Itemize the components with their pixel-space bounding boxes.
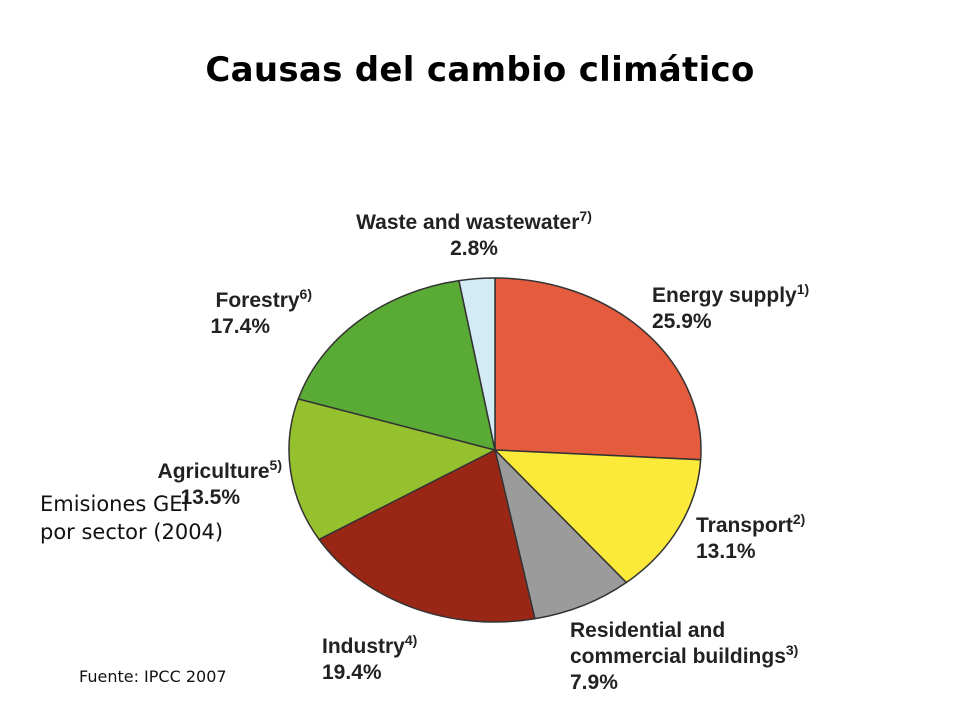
pie-slice-industry — [318, 449, 536, 623]
slice-value: 13.1% — [696, 540, 756, 563]
slice-label-energy: Energy supply1) 25.9% — [652, 281, 809, 333]
slice-name-line: Agriculture — [158, 460, 270, 483]
slice-name-line: Energy supply — [652, 284, 797, 307]
slice-label-industry: Industry4) 19.4% — [322, 632, 417, 684]
slice-value: 25.9% — [652, 310, 712, 333]
slice-value: 2.8% — [450, 237, 498, 260]
slice-label-waste: Waste and wastewater7) 2.8% — [356, 208, 592, 260]
slice-name-line: Transport — [696, 514, 793, 537]
slice-label-agriculture: Agriculture5) 13.5% — [158, 457, 282, 509]
slice-name-line: Residential and — [570, 619, 725, 642]
slice-footnote-mark: 2) — [793, 511, 805, 527]
slice-label-residential: Residential and commercial buildings3) 7.9… — [570, 619, 798, 694]
slice-footnote-mark: 3) — [786, 642, 798, 658]
pie-slice-transport — [494, 449, 702, 584]
slice-label-transport: Transport2) 13.1% — [696, 511, 805, 563]
pie-slice-residential — [494, 449, 628, 620]
chart-caption: Emisiones GEI por sector (2004) — [40, 492, 224, 544]
slice-name-line: commercial buildings — [570, 645, 786, 668]
slice-name-line: Forestry — [216, 289, 300, 312]
source-note: Fuente: IPCC 2007 — [79, 667, 227, 686]
pie-labels: Energy supply1) 25.9% Transport2) 13.1% Resi… — [158, 208, 810, 694]
pie-slice-energy — [494, 277, 702, 461]
chart-title: Causas del cambio climático — [205, 50, 755, 90]
pie-slice-forestry — [297, 279, 496, 451]
slice-value: 13.5% — [180, 486, 240, 509]
slice-name-line: Industry — [322, 635, 405, 658]
slice-footnote-mark: 5) — [270, 457, 282, 473]
slice-label-forestry: Forestry6) 17.4% — [210, 286, 312, 338]
slice-value: 19.4% — [322, 661, 382, 684]
slice-footnote-mark: 6) — [300, 286, 312, 302]
pie-slice-waste — [458, 277, 496, 451]
slice-value: 17.4% — [210, 315, 270, 338]
pie-slice-agriculture — [288, 398, 496, 541]
slice-value: 7.9% — [570, 671, 618, 694]
slice-name-line: Waste and wastewater — [356, 211, 579, 234]
pie-slices — [288, 277, 702, 623]
slice-footnote-mark: 1) — [797, 281, 809, 297]
slice-footnote-mark: 4) — [405, 632, 417, 648]
slice-footnote-mark: 7) — [579, 208, 591, 224]
